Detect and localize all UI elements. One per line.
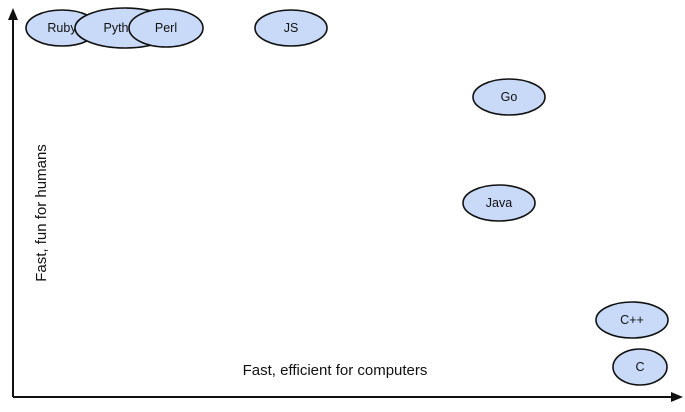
bubble-cpp-label: C++ [620, 313, 644, 327]
bubble-go: Go [472, 78, 546, 116]
bubble-js: JS [254, 9, 328, 47]
y-axis-arrow-icon [8, 8, 18, 20]
bubble-perl-label: Perl [155, 21, 177, 35]
bubble-c: C [612, 348, 668, 386]
bubble-java-label: Java [486, 196, 512, 210]
bubble-c-label: C [635, 360, 644, 374]
bubble-java-shape [462, 184, 536, 222]
bubble-js-shape [254, 9, 328, 47]
bubble-js-label: JS [284, 21, 299, 35]
bubble-java: Java [462, 184, 536, 222]
bubble-perl-shape [128, 8, 204, 48]
x-axis-label: Fast, efficient for computers [243, 362, 428, 379]
bubble-python-label: Pyth [103, 21, 128, 35]
bubble-cpp-shape [595, 301, 669, 339]
bubble-ruby-label: Ruby [47, 21, 77, 35]
language-bubbles: Ruby Pyth Perl JS Go Java C++ C [25, 7, 669, 386]
bubble-c-shape [612, 348, 668, 386]
bubble-go-shape [472, 78, 546, 116]
bubble-cpp: C++ [595, 301, 669, 339]
bubble-perl: Perl [128, 8, 204, 48]
x-axis-arrow-icon [671, 392, 683, 402]
y-axis-label: Fast, fun for humans [33, 144, 50, 282]
bubble-go-label: Go [501, 90, 518, 104]
